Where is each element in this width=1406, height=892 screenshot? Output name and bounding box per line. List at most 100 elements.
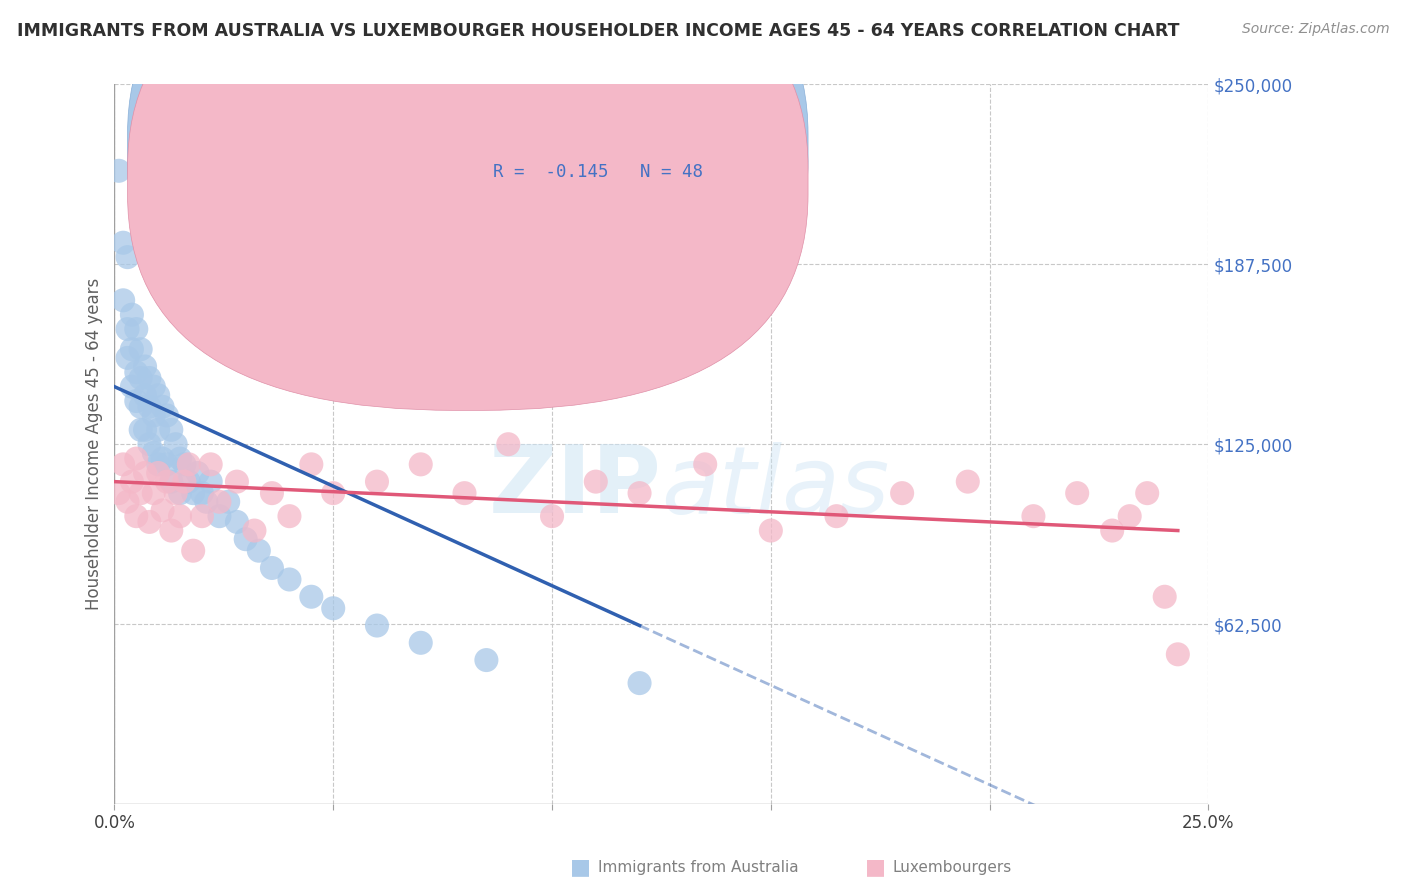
Point [208,509,231,524]
Point [125,451,148,466]
Point [129,400,152,414]
Point [181,543,204,558]
Point [121,343,143,357]
Point [117,495,139,509]
Point [125,394,148,409]
Y-axis label: Householder Income Ages 45 - 64 years: Householder Income Ages 45 - 64 years [86,278,103,610]
Text: ■: ■ [569,857,591,877]
Point [129,423,152,437]
Point [1118,509,1140,524]
Point [112,293,135,308]
Point [322,601,344,615]
Point [299,458,322,472]
Point [541,509,564,524]
Point [165,437,187,451]
Point [134,466,156,480]
Point [169,486,191,500]
Point [117,250,139,264]
Point [138,400,160,414]
Text: ■: ■ [865,857,886,877]
Point [138,515,160,529]
Point [129,486,152,500]
Point [146,423,169,437]
Point [142,486,165,500]
Point [142,446,165,460]
Point [152,451,174,466]
Point [191,486,214,500]
Point [134,388,156,402]
Point [453,486,475,500]
Point [409,458,432,472]
Point [1066,486,1088,500]
Point [177,475,200,489]
Point [1101,524,1123,538]
Point [138,437,160,451]
Text: atlas: atlas [661,442,890,533]
Point [825,509,848,524]
Point [200,475,222,489]
Point [121,308,143,322]
Point [208,495,231,509]
Point [112,235,135,250]
Point [891,486,914,500]
Point [146,388,169,402]
Point [156,458,179,472]
Point [475,653,498,667]
Point [628,676,651,690]
Text: Immigrants from Australia: Immigrants from Australia [598,860,799,874]
Point [1022,509,1045,524]
Point [125,365,148,379]
Point [366,618,388,632]
Point [191,509,214,524]
Point [260,486,283,500]
Point [243,524,266,538]
Point [125,322,148,336]
Point [278,573,301,587]
FancyBboxPatch shape [128,0,808,410]
Text: R =  -0.145   N = 48: R = -0.145 N = 48 [494,163,703,181]
Point [200,458,222,472]
Point [107,486,129,500]
Point [1136,486,1159,500]
Point [121,475,143,489]
Point [498,437,520,451]
Point [125,509,148,524]
Point [187,466,209,480]
Point [107,163,129,178]
Point [156,409,179,423]
Point [226,475,249,489]
FancyBboxPatch shape [128,0,808,377]
Point [165,486,187,500]
Point [226,515,249,529]
Point [117,351,139,365]
Point [260,561,283,575]
Point [628,486,651,500]
Point [112,458,135,472]
Point [278,509,301,524]
FancyBboxPatch shape [434,119,735,209]
Point [160,423,183,437]
Point [129,343,152,357]
Point [322,486,344,500]
Point [217,495,239,509]
Point [299,590,322,604]
Point [366,475,388,489]
Point [152,503,174,517]
Point [152,400,174,414]
Point [173,475,195,489]
Point [177,458,200,472]
Point [142,409,165,423]
Point [956,475,979,489]
Point [1153,590,1175,604]
Text: Source: ZipAtlas.com: Source: ZipAtlas.com [1241,22,1389,37]
Point [695,458,717,472]
Point [409,636,432,650]
Point [138,371,160,385]
Point [121,379,143,393]
Point [1167,648,1189,662]
Point [235,532,257,546]
Point [142,379,165,393]
Point [160,524,183,538]
Text: Luxembourgers: Luxembourgers [893,860,1012,874]
Text: R =  -0.440   N = 57: R = -0.440 N = 57 [494,129,703,147]
